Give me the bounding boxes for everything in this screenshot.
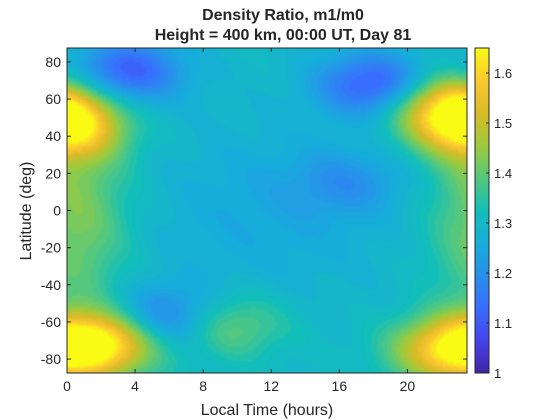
colorbar-tick-label: 1.3 — [494, 216, 512, 231]
x-tick-label: 16 — [332, 378, 348, 394]
colorbar-tick-label: 1.5 — [494, 116, 512, 131]
y-tick-label: -20 — [41, 240, 61, 256]
y-tick-label: -40 — [41, 277, 61, 293]
x-axis: 0 4 8 12 16 20 — [63, 48, 415, 394]
y-axis: -80 -60 -40 -20 0 20 40 60 80 — [41, 54, 467, 367]
y-tick-label: 60 — [45, 91, 61, 107]
x-tick-label: 4 — [131, 378, 139, 394]
y-tick-label: 80 — [45, 54, 61, 70]
colorbar-axis: 1 1.1 1.2 1.3 1.4 1.5 1.6 — [486, 66, 512, 381]
x-tick-label: 20 — [400, 378, 416, 394]
density-heatmap — [67, 48, 467, 373]
y-tick-label: -80 — [41, 351, 61, 367]
colorbar-tick-label: 1.2 — [494, 266, 512, 281]
y-tick-label: -60 — [41, 314, 61, 330]
chart-subtitle: Height = 400 km, 00:00 UT, Day 81 — [155, 27, 412, 44]
colorbar-tick-label: 1.1 — [494, 316, 512, 331]
x-axis-label: Local Time (hours) — [201, 402, 334, 419]
y-tick-label: 20 — [45, 165, 61, 181]
y-tick-label: 40 — [45, 128, 61, 144]
y-tick-label: 0 — [53, 203, 61, 219]
colorbar-tick-label: 1 — [494, 366, 501, 381]
colorbar-tick-label: 1.6 — [494, 66, 512, 81]
x-tick-label: 8 — [199, 378, 207, 394]
x-tick-label: 12 — [263, 378, 279, 394]
colorbar: 1 1.1 1.2 1.3 1.4 1.5 1.6 — [474, 47, 512, 381]
colorbar-frame — [474, 47, 490, 374]
colorbar-gradient — [475, 48, 489, 373]
y-axis-label: Latitude (deg) — [18, 162, 35, 261]
chart-title: Density Ratio, m1/m0 — [202, 7, 364, 24]
plot-area: 0 4 8 12 16 20 -80 -60 -40 -20 0 20 40 60 80 — [41, 47, 468, 394]
colorbar-tick-label: 1.4 — [494, 166, 512, 181]
x-tick-label: 0 — [63, 378, 71, 394]
